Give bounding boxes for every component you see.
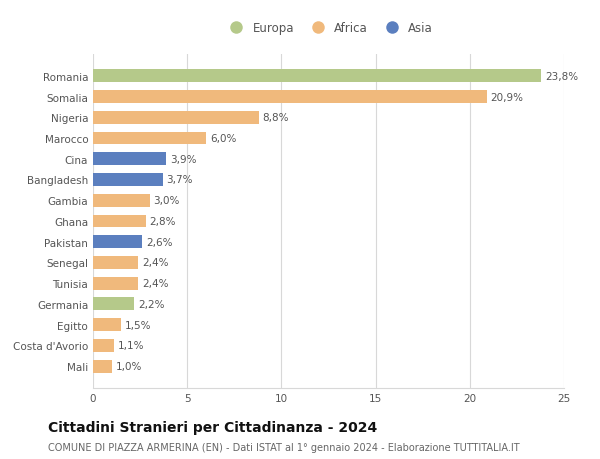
Text: 3,7%: 3,7% bbox=[166, 175, 193, 185]
Text: 1,0%: 1,0% bbox=[116, 361, 142, 371]
Text: 8,8%: 8,8% bbox=[263, 113, 289, 123]
Bar bbox=[93, 339, 114, 352]
Legend: Europa, Africa, Asia: Europa, Africa, Asia bbox=[220, 18, 437, 40]
Bar bbox=[93, 360, 112, 373]
Text: 2,2%: 2,2% bbox=[138, 299, 165, 309]
Bar bbox=[93, 298, 134, 311]
Text: Cittadini Stranieri per Cittadinanza - 2024: Cittadini Stranieri per Cittadinanza - 2… bbox=[48, 420, 377, 434]
Text: 6,0%: 6,0% bbox=[210, 134, 236, 144]
Bar bbox=[93, 236, 142, 249]
Bar bbox=[93, 91, 487, 104]
Bar bbox=[93, 174, 163, 186]
Text: 20,9%: 20,9% bbox=[491, 92, 524, 102]
Text: 2,6%: 2,6% bbox=[146, 237, 172, 247]
Text: 3,0%: 3,0% bbox=[153, 196, 179, 206]
Text: COMUNE DI PIAZZA ARMERINA (EN) - Dati ISTAT al 1° gennaio 2024 - Elaborazione TU: COMUNE DI PIAZZA ARMERINA (EN) - Dati IS… bbox=[48, 442, 520, 452]
Bar bbox=[93, 215, 146, 228]
Bar bbox=[93, 70, 541, 83]
Text: 1,5%: 1,5% bbox=[125, 320, 152, 330]
Bar bbox=[93, 194, 149, 207]
Text: 2,4%: 2,4% bbox=[142, 279, 169, 289]
Bar bbox=[93, 112, 259, 124]
Text: 23,8%: 23,8% bbox=[545, 72, 578, 82]
Text: 2,4%: 2,4% bbox=[142, 258, 169, 268]
Text: 3,9%: 3,9% bbox=[170, 154, 197, 164]
Bar bbox=[93, 153, 166, 166]
Bar bbox=[93, 132, 206, 145]
Bar bbox=[93, 277, 138, 290]
Text: 1,1%: 1,1% bbox=[118, 341, 144, 351]
Text: 2,8%: 2,8% bbox=[149, 217, 176, 226]
Bar bbox=[93, 319, 121, 331]
Bar bbox=[93, 257, 138, 269]
